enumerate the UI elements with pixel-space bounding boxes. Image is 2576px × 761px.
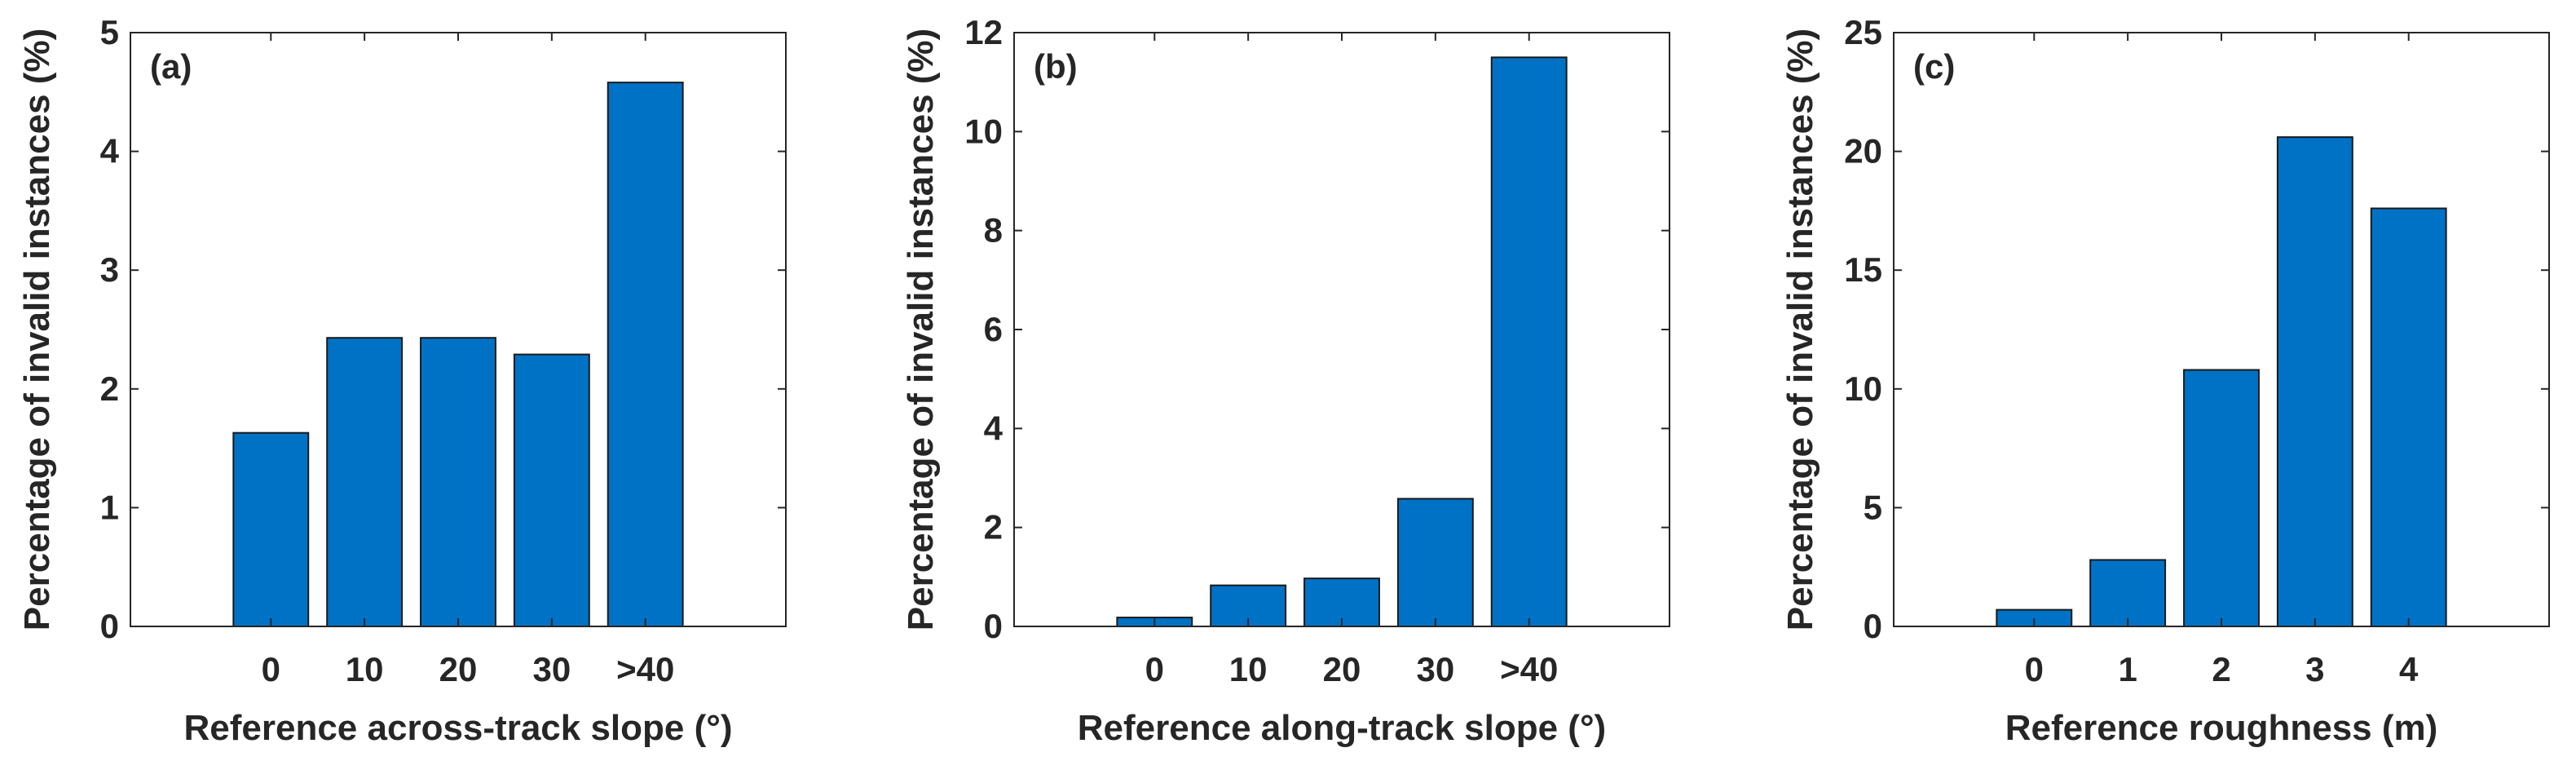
plot-frame — [1013, 32, 1670, 627]
y-tick-label: 25 — [1844, 13, 1882, 51]
x-tick-label: 30 — [1416, 650, 1454, 688]
bar-c-4 — [2370, 207, 2447, 628]
panel-label: (b) — [1034, 47, 1078, 86]
x-tick-label: 30 — [532, 650, 571, 688]
y-tick-label: 0 — [984, 607, 1003, 645]
y-tick-label: 3 — [100, 250, 119, 289]
x-tick-label: 10 — [346, 650, 384, 688]
y-tick-label: 20 — [1844, 132, 1882, 170]
x-tick-label: 0 — [2025, 650, 2044, 688]
bar-c-3 — [2276, 136, 2353, 628]
y-tick-label: 0 — [1864, 607, 1882, 645]
x-axis-label: Reference along-track slope (°) — [1078, 708, 1606, 748]
panel-a: 0 1 2 3 4 5 0 10 20 30 >40 Reference across-track s… — [17, 13, 787, 748]
bar-a-1 — [326, 337, 404, 627]
bar-a-3 — [513, 353, 590, 627]
y-axis-label: Percentage of invalid instances (%) — [901, 29, 941, 630]
y-tick-label: 10 — [1844, 369, 1882, 408]
x-tick-label: 10 — [1229, 650, 1268, 688]
bar-b-4 — [1490, 56, 1568, 628]
panel-label: (c) — [1913, 47, 1955, 86]
x-axis-label: Reference roughness (m) — [2005, 708, 2438, 748]
panel-c: 0 5 10 15 20 25 0 1 2 3 4 Reference roughness (m) Pe… — [1780, 13, 2550, 748]
y-tick-label: 8 — [984, 211, 1003, 250]
bar-a-2 — [420, 337, 496, 627]
x-tick-label: >40 — [616, 650, 674, 688]
y-axis-label: Percentage of invalid instances (%) — [17, 29, 57, 630]
x-tick-label: 1 — [2118, 650, 2137, 688]
x-tick-label: 2 — [2212, 650, 2230, 688]
y-tick-label: 10 — [964, 112, 1003, 150]
y-tick-label: 12 — [964, 13, 1003, 51]
bar-c-2 — [2183, 369, 2260, 627]
x-tick-label: 0 — [262, 650, 280, 688]
x-tick-label: 4 — [2399, 650, 2419, 688]
y-tick-label: 4 — [100, 132, 120, 170]
y-tick-label: 2 — [100, 369, 119, 408]
panel-label: (a) — [150, 47, 192, 86]
y-tick-label: 2 — [984, 508, 1003, 546]
bar-c-1 — [2089, 559, 2167, 627]
y-tick-label: 5 — [1864, 488, 1882, 526]
x-tick-label: 0 — [1145, 650, 1164, 688]
y-tick-label: 6 — [984, 310, 1003, 348]
y-tick-label: 5 — [100, 13, 119, 51]
y-tick-label: 1 — [100, 488, 119, 526]
bar-a-0 — [232, 431, 310, 627]
y-tick-label: 15 — [1844, 250, 1882, 289]
y-axis-label: Percentage of invalid instances (%) — [1780, 29, 1820, 630]
x-tick-label: >40 — [1500, 650, 1558, 688]
x-tick-label: 20 — [1323, 650, 1361, 688]
bar-a-4 — [607, 82, 684, 628]
bar-b-3 — [1396, 498, 1474, 627]
panel-b: 0 2 4 6 8 10 12 0 10 20 30 >40 Reference along-track… — [901, 13, 1670, 748]
x-tick-label: 3 — [2305, 650, 2324, 688]
y-tick-label: 0 — [100, 607, 119, 645]
y-tick-label: 4 — [984, 409, 1003, 447]
x-tick-label: 20 — [439, 650, 478, 688]
x-axis-label: Reference across-track slope (°) — [184, 708, 733, 748]
